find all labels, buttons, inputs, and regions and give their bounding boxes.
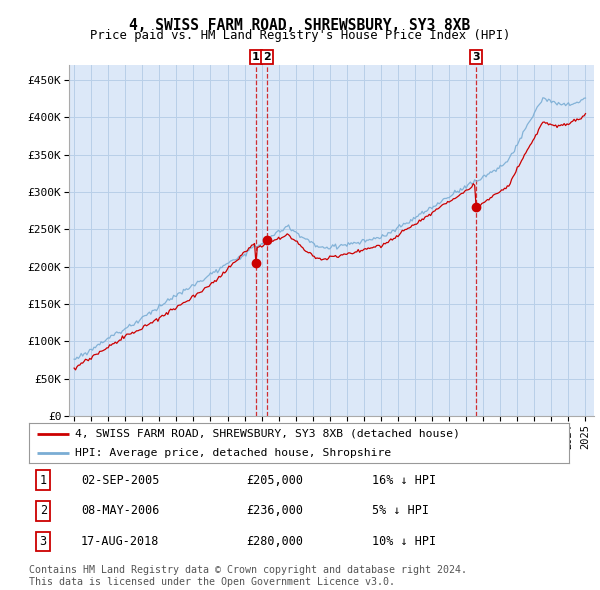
- Text: Contains HM Land Registry data © Crown copyright and database right 2024.
This d: Contains HM Land Registry data © Crown c…: [29, 565, 467, 587]
- Text: 3: 3: [472, 52, 480, 62]
- Text: 4, SWISS FARM ROAD, SHREWSBURY, SY3 8XB (detached house): 4, SWISS FARM ROAD, SHREWSBURY, SY3 8XB …: [75, 429, 460, 439]
- Text: 08-MAY-2006: 08-MAY-2006: [81, 504, 160, 517]
- Text: £280,000: £280,000: [246, 535, 303, 548]
- Text: £236,000: £236,000: [246, 504, 303, 517]
- Text: 3: 3: [40, 535, 47, 548]
- Text: 5% ↓ HPI: 5% ↓ HPI: [372, 504, 429, 517]
- Text: 16% ↓ HPI: 16% ↓ HPI: [372, 474, 436, 487]
- Text: HPI: Average price, detached house, Shropshire: HPI: Average price, detached house, Shro…: [75, 448, 391, 458]
- Text: 10% ↓ HPI: 10% ↓ HPI: [372, 535, 436, 548]
- Text: 1: 1: [252, 52, 260, 62]
- Text: 2: 2: [40, 504, 47, 517]
- Text: 1: 1: [40, 474, 47, 487]
- Text: 17-AUG-2018: 17-AUG-2018: [81, 535, 160, 548]
- Text: 02-SEP-2005: 02-SEP-2005: [81, 474, 160, 487]
- Text: Price paid vs. HM Land Registry's House Price Index (HPI): Price paid vs. HM Land Registry's House …: [90, 30, 510, 42]
- Text: £205,000: £205,000: [246, 474, 303, 487]
- Text: 4, SWISS FARM ROAD, SHREWSBURY, SY3 8XB: 4, SWISS FARM ROAD, SHREWSBURY, SY3 8XB: [130, 18, 470, 32]
- Text: 2: 2: [263, 52, 271, 62]
